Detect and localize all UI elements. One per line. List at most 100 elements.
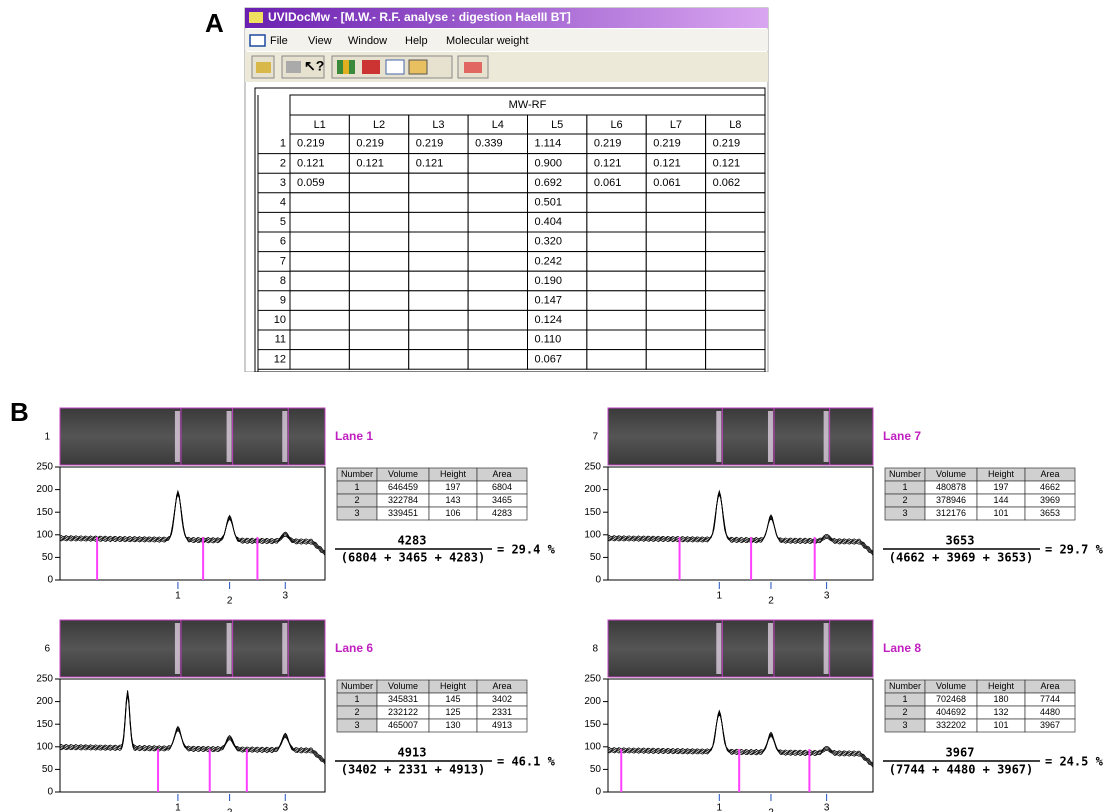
y-tick-label: 150 [584,507,601,518]
cell-value: 0.404 [535,216,563,228]
cell-value: 0.121 [594,157,622,169]
gel-band [716,411,721,462]
cell-value: 0.190 [535,275,563,287]
table-cell [349,271,408,291]
gel-band [175,623,180,674]
menu-item[interactable]: View [308,35,332,47]
gel-band [768,411,773,462]
table-value: 646459 [388,482,418,492]
table-value: 130 [445,720,460,730]
profile-chart [60,679,325,792]
row-label: 3 [280,177,286,189]
row-label: 2 [280,157,286,169]
table-value: 3465 [492,495,512,505]
table-value: 144 [993,495,1008,505]
y-tick-label: 50 [590,764,602,775]
table-header: Area [492,681,511,691]
cell-value: 0.339 [475,138,503,150]
app-icon [249,12,263,23]
cell-value: 0.062 [713,177,741,189]
table-value: 7744 [1040,694,1060,704]
gel-band [768,623,773,674]
table-value: 378946 [936,495,966,505]
table-cell [468,154,527,174]
column-header: L7 [670,119,682,131]
profile-chart [60,467,325,580]
row-label: 8 [280,275,286,287]
table-cell [409,350,468,370]
peak-label: 2 [768,596,774,607]
table-cell [468,232,527,252]
row-label: 1 [280,138,286,150]
column-header: L8 [729,119,741,131]
table-cell [706,350,765,370]
doc-icon[interactable] [250,35,265,46]
table-cell [706,271,765,291]
table-header: Area [492,469,511,479]
table-header: Height [988,681,1015,691]
table-value: 132 [993,707,1008,717]
gel-band [282,623,287,674]
table-cell [587,291,646,311]
y-tick-label: 0 [47,787,53,798]
y-tick-label: 100 [36,741,53,752]
table-header: Height [440,681,467,691]
table-cell [349,173,408,193]
table-cell [409,310,468,330]
table-value: 6804 [492,482,512,492]
menu-item[interactable]: File [270,35,288,47]
table-cell [587,310,646,330]
table-cell [468,271,527,291]
gel-lane-number: 6 [44,644,50,655]
table-header: Height [988,469,1015,479]
menu-item[interactable]: Molecular weight [446,35,529,47]
table-value: 143 [445,495,460,505]
table-cell [587,330,646,350]
figure: A UVIDocMw - [M.W.- R.F. analyse : diges… [0,0,1110,812]
table-cell [468,193,527,213]
table-cell [290,271,349,291]
peak-label: 2 [768,808,774,812]
table-value: 312176 [936,508,966,518]
table-cell [468,350,527,370]
cell-value: 0.061 [594,177,622,189]
cell-value: 0.242 [535,255,563,267]
table-cell [706,291,765,311]
y-tick-label: 200 [584,696,601,707]
peak-label: 2 [227,808,233,812]
table-cell [646,193,705,213]
table-cell [706,212,765,232]
table-value: 480878 [936,482,966,492]
table-cell [587,232,646,252]
formula-denominator: (7744 + 4480 + 3967) [889,763,1034,777]
y-tick-label: 250 [584,674,601,685]
peak-label: 1 [717,591,723,602]
peak-label: 3 [824,591,830,602]
column-header: L3 [432,119,444,131]
gel-band [175,411,180,462]
table-header: Number [341,681,373,691]
table-cell [706,232,765,252]
y-tick-label: 0 [595,787,601,798]
table-value: 404692 [936,707,966,717]
table-value: 465007 [388,720,418,730]
table-value: 3969 [1040,495,1060,505]
table-value: 2 [354,495,359,505]
menu-item[interactable]: Window [348,35,387,47]
table-header: Height [440,469,467,479]
table-cell [349,291,408,311]
lane-name: Lane 7 [883,429,921,443]
table-value: 1 [902,482,907,492]
table-header: Area [1040,469,1059,479]
menu-item[interactable]: Help [405,35,428,47]
table-value: 3653 [1040,508,1060,518]
row-label: 4 [280,197,286,209]
formula-result: = 24.5 % [1045,755,1104,769]
row-label: 12 [274,353,286,365]
table-title: MW-RF [509,99,547,111]
table-cell [409,252,468,272]
table-cell [409,212,468,232]
table-cell [468,212,527,232]
cell-value: 0.110 [535,334,562,346]
y-tick-label: 200 [584,484,601,495]
